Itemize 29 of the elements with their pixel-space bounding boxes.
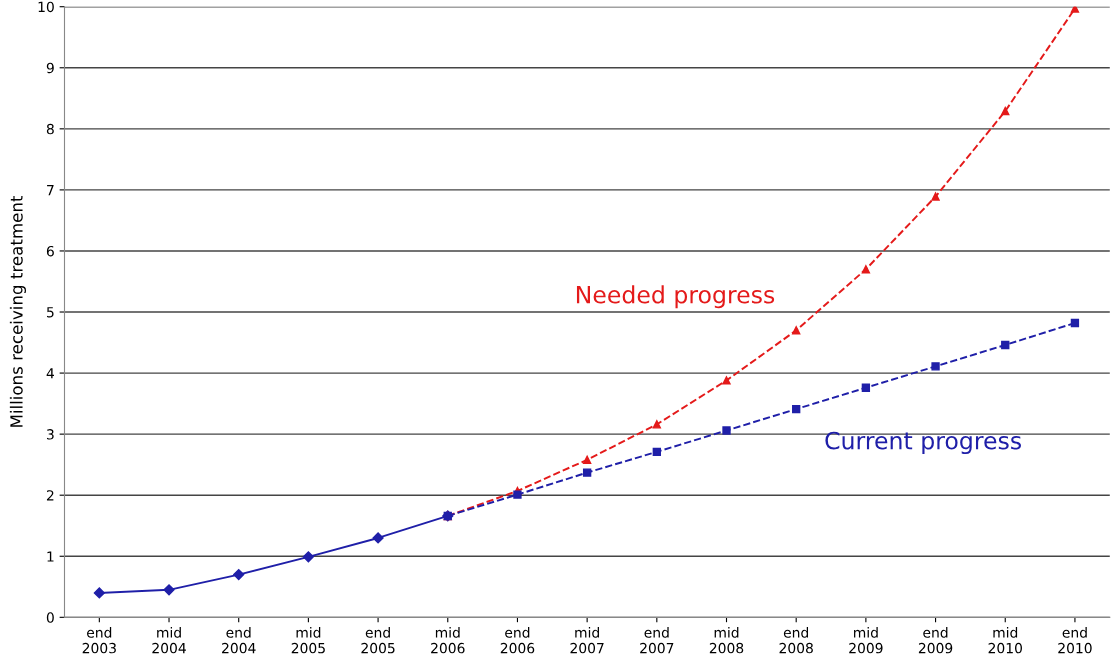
y-tick-label: 6 [46,245,54,257]
series-label: Needed progress [576,285,775,309]
series-label: Current progress [825,431,1021,455]
y-tick-label: 8 [46,123,54,135]
y-tick-label: 1 [47,551,54,562]
x-tick-label: end 2003 [82,627,116,654]
x-tick-label: end 2004 [222,627,256,654]
y-tick-label: 3 [47,429,54,440]
x-tick-label: mid 2008 [709,627,744,654]
x-tick-label: mid 2004 [152,627,186,654]
x-tick-label: end 2008 [779,627,813,654]
y-tick-label: 0 [46,612,54,623]
x-tick-label: end 2005 [361,627,395,654]
y-axis-title: Millions receiving treatment [9,195,26,427]
y-tick-label: 7 [47,185,54,196]
x-tick-label: end 2007 [640,627,674,654]
x-tick-label: end 2006 [500,627,535,654]
x-tick-label: mid 2010 [988,627,1022,654]
y-tick-label: 10 [38,1,54,13]
x-tick-label: mid 2005 [291,627,325,654]
x-tick-label: mid 2006 [431,627,465,654]
y-tick-label: 4 [46,368,54,379]
y-tick-label: 5 [47,307,54,318]
x-tick-label: end 2010 [1058,627,1092,654]
y-tick-label: 2 [46,490,54,501]
x-tick-label: end 2009 [918,627,953,654]
x-tick-label: mid 2007 [570,627,604,654]
y-tick-label: 9 [46,62,54,74]
x-tick-label: mid 2009 [849,627,883,654]
